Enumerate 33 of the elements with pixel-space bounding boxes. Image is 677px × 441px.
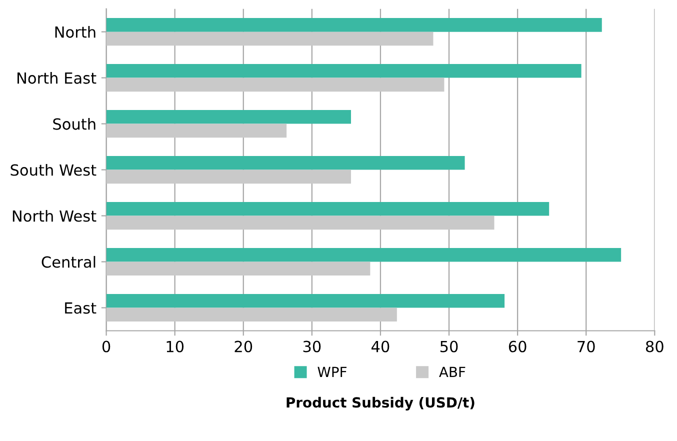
x-tick-label: 60 — [508, 340, 526, 352]
legend-label: ABF — [439, 366, 466, 377]
x-tick-label: 20 — [234, 340, 252, 352]
bar — [106, 294, 505, 308]
bar — [106, 64, 582, 78]
bar — [106, 18, 602, 32]
y-tick-label: South — [53, 118, 96, 130]
y-tick-label: Central — [42, 256, 96, 268]
bar — [106, 202, 550, 216]
x-tick-label: 70 — [578, 340, 595, 352]
bar — [106, 248, 622, 262]
bar — [106, 110, 351, 124]
x-tick-label: 0 — [102, 340, 110, 352]
bar — [106, 308, 397, 322]
bar — [106, 170, 351, 184]
y-tick-label: South West — [10, 164, 96, 176]
bar — [106, 32, 434, 46]
bar — [106, 156, 465, 170]
x-tick-label: 80 — [646, 340, 664, 352]
x-tick-label: 30 — [303, 340, 321, 352]
legend-label: WPF — [318, 366, 346, 377]
y-tick-label: North West — [12, 210, 96, 222]
y-tick-label: East — [65, 302, 96, 314]
x-tick-label: 40 — [372, 340, 390, 352]
bar — [106, 124, 287, 138]
bar — [106, 78, 444, 92]
bar — [106, 216, 494, 230]
x-tick-label: 10 — [166, 340, 184, 352]
x-axis-title: Product Subsidy (USD/t) — [286, 396, 474, 410]
y-tick-label: North — [55, 26, 96, 38]
x-tick-label: 50 — [440, 340, 458, 352]
bar — [106, 262, 370, 276]
y-tick-label: North East — [18, 72, 96, 84]
